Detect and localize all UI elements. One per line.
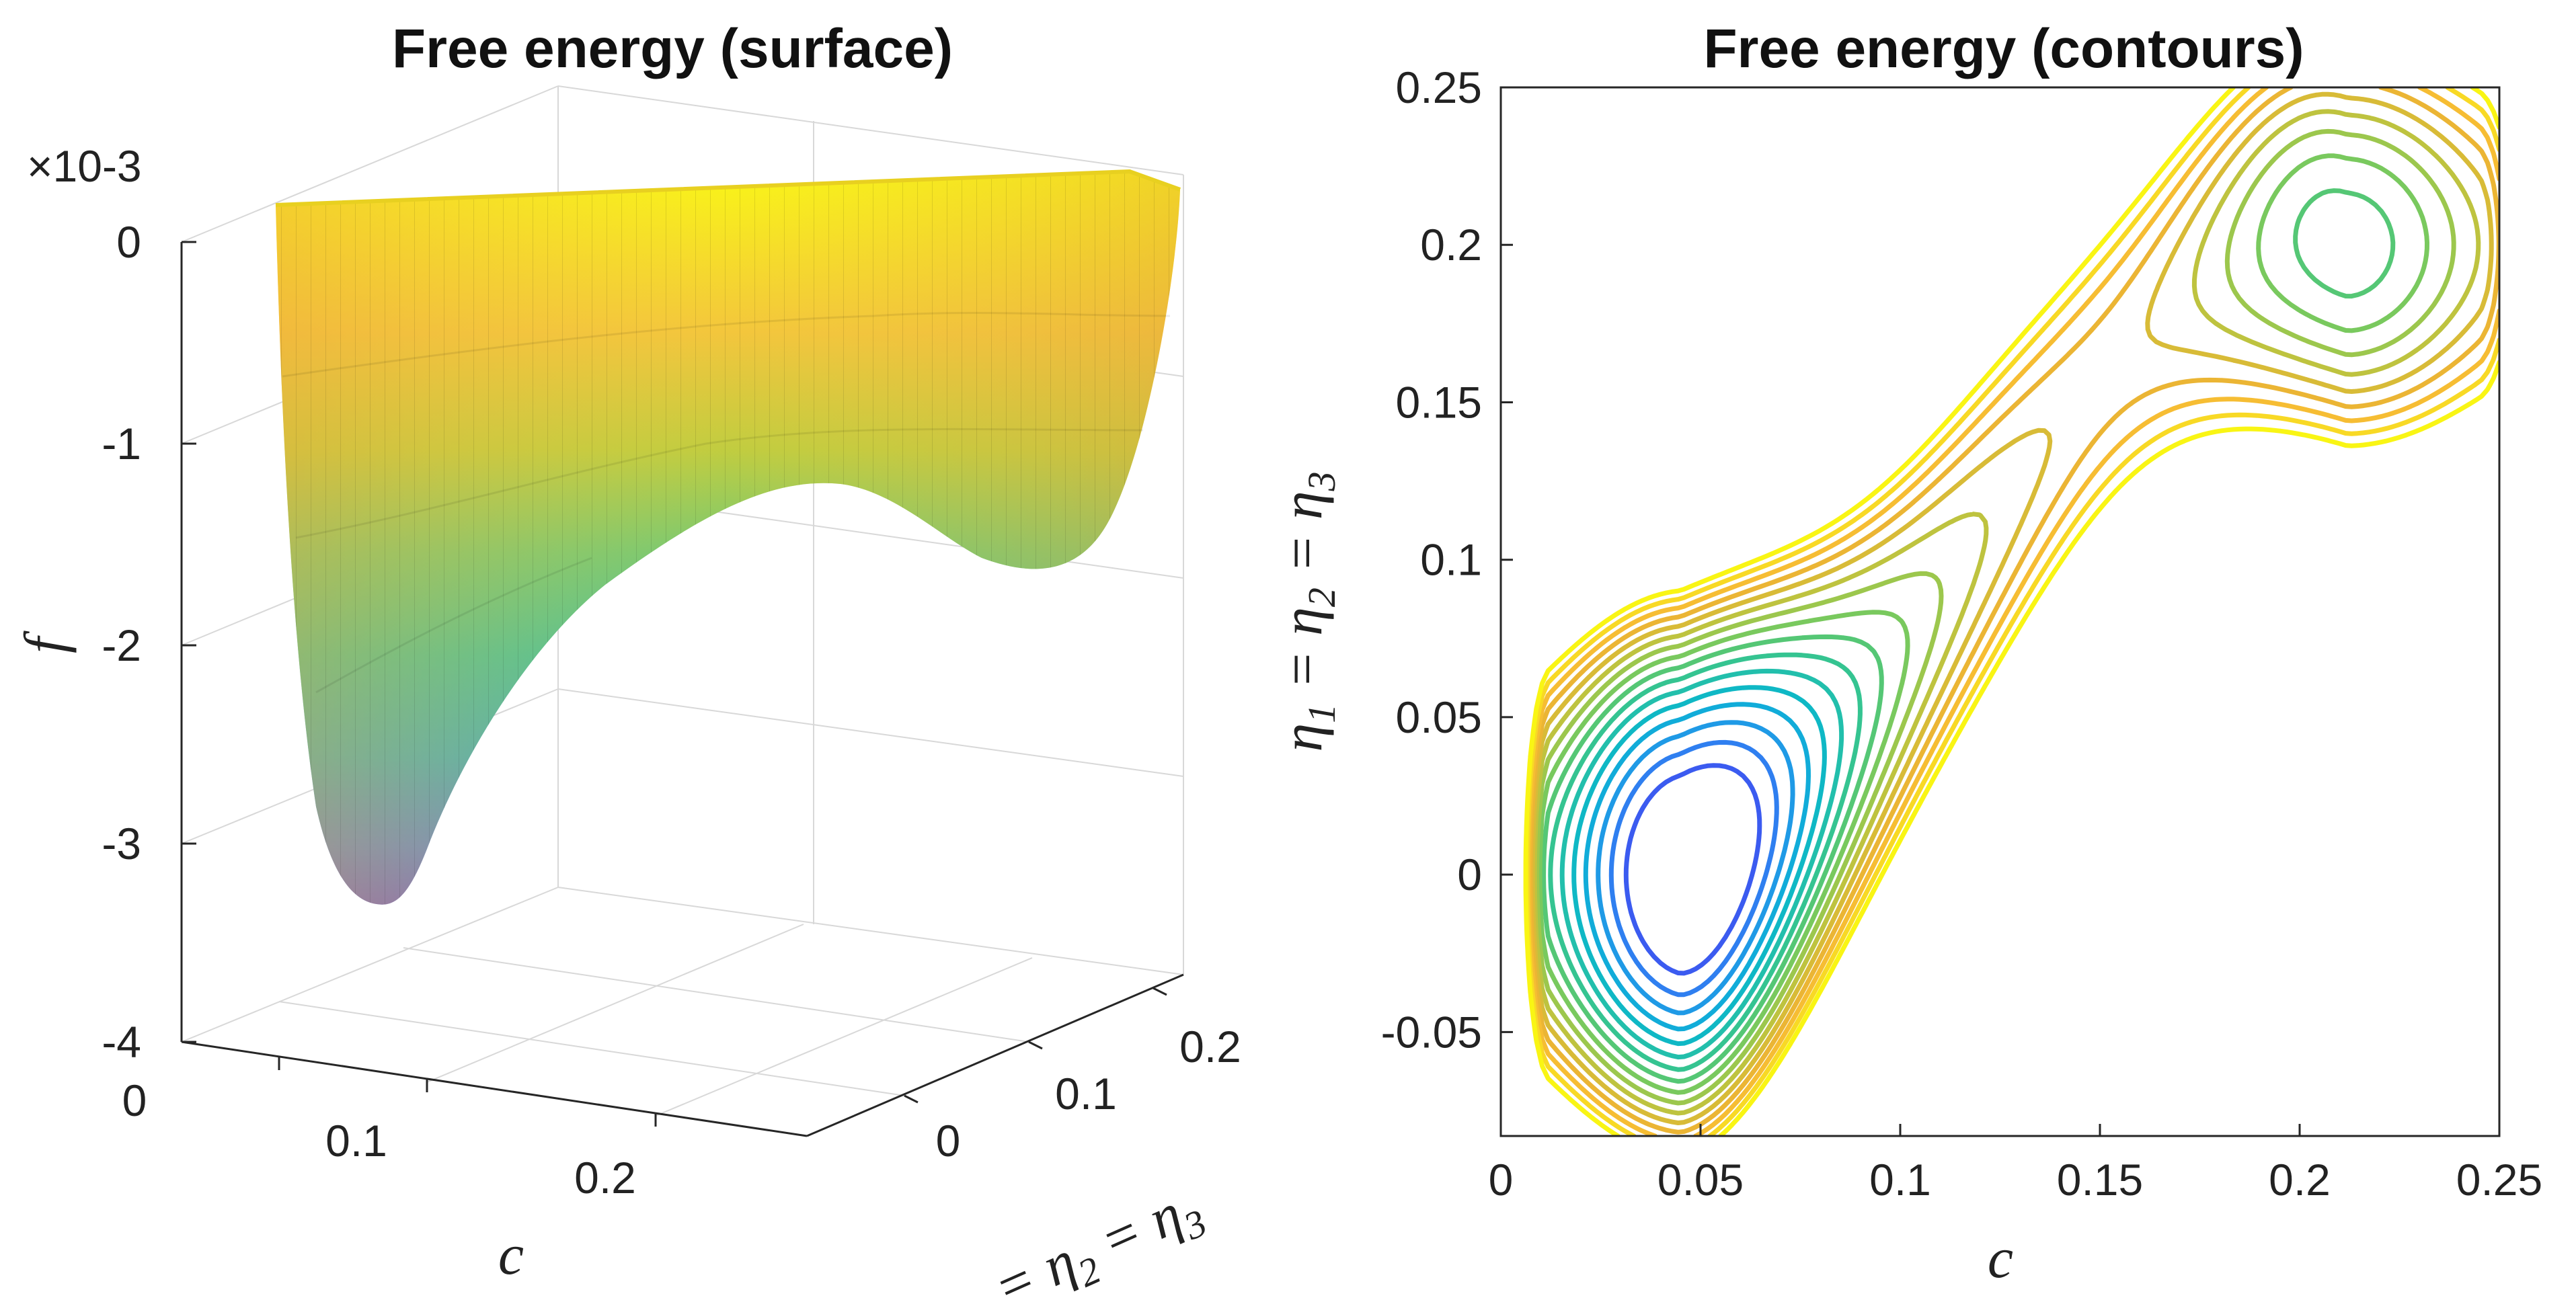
surface-z-ticks: 0 -1 -2 -3 -4 ×10-3 bbox=[27, 141, 196, 1067]
contour-ytick: -0.05 bbox=[1381, 1007, 1482, 1057]
surface-xtick: 0 bbox=[122, 1075, 147, 1125]
contour-ytick: 0.05 bbox=[1396, 692, 1482, 742]
contour-level-line bbox=[1537, 153, 2429, 1095]
contour-ylabel: η1 = η2 = η3 bbox=[1270, 471, 1343, 751]
surface-ytick: 0.1 bbox=[1055, 1069, 1117, 1119]
surface-title: Free energy (surface) bbox=[392, 18, 953, 79]
contour-level-line bbox=[1532, 109, 2481, 1116]
contour-xtick: 0.15 bbox=[2057, 1155, 2143, 1205]
surface-plot: Free energy (surface) bbox=[12, 18, 1241, 1300]
surface-exponent: ×10-3 bbox=[27, 141, 142, 191]
contour-level-line bbox=[1530, 91, 2494, 1125]
contour-level-line bbox=[1583, 702, 1811, 1032]
contour-xtick: 0 bbox=[1489, 1155, 1514, 1205]
contour-ytick: 0.2 bbox=[1420, 220, 1482, 270]
contour-lines bbox=[1523, 87, 2499, 1136]
contour-level-line bbox=[1559, 668, 1844, 1060]
surface-zlabel: f bbox=[12, 631, 77, 653]
surface-x-ticks: 0 0.1 0.2 c bbox=[122, 1057, 657, 1287]
contour-level-line bbox=[1548, 652, 1863, 1072]
contour-y-ticks: -0.05 0 0.05 0.1 0.15 0.2 0.25 bbox=[1381, 63, 1513, 1057]
contour-level-line bbox=[1623, 763, 1762, 976]
contour-ytick: 0.1 bbox=[1420, 535, 1482, 585]
contour-ytick: 0.25 bbox=[1396, 63, 1482, 112]
surface-y-ticks: 0 0.1 0.2 η1 = η2 = η3 bbox=[904, 987, 1241, 1300]
surface-ztick: -3 bbox=[102, 819, 141, 868]
contour-level-line bbox=[1526, 87, 2499, 1136]
contour-frame bbox=[1499, 86, 2501, 1137]
surface-ztick: 0 bbox=[116, 217, 141, 267]
contour-level-line bbox=[1571, 685, 1827, 1047]
contour-level-line bbox=[1528, 87, 2499, 1135]
contour-xtick: 0.2 bbox=[2269, 1155, 2331, 1205]
contour-xlabel: c bbox=[1988, 1225, 2013, 1290]
surface-ztick: -4 bbox=[102, 1017, 141, 1067]
contour-plot: Free energy (contours) 0 0.05 0.1 0.15 0.2 0.… bbox=[1270, 18, 2542, 1290]
contour-level-line bbox=[1608, 739, 1779, 998]
surface-xlabel: c bbox=[498, 1222, 524, 1287]
surface-ztick: -1 bbox=[102, 419, 141, 469]
contour-x-ticks: 0 0.05 0.1 0.15 0.2 0.25 bbox=[1489, 1124, 2542, 1205]
contour-ytick: 0.15 bbox=[1396, 377, 1482, 427]
contour-xtick: 0.1 bbox=[1869, 1155, 1931, 1205]
contour-level-line bbox=[1523, 87, 2499, 1136]
surface-ztick: -2 bbox=[102, 620, 141, 670]
contour-level-line bbox=[1524, 87, 2499, 1136]
contour-title: Free energy (contours) bbox=[1703, 18, 2304, 79]
surface-xtick: 0.2 bbox=[574, 1153, 636, 1203]
contour-xtick: 0.25 bbox=[2456, 1155, 2542, 1205]
contour-level-line bbox=[1534, 128, 2456, 1106]
contour-level-line bbox=[1541, 188, 2396, 1084]
contour-level-line bbox=[1596, 720, 1795, 1016]
surface-ytick: 0.2 bbox=[1179, 1022, 1241, 1071]
contour-xtick: 0.05 bbox=[1657, 1155, 1744, 1205]
surface-xtick: 0.1 bbox=[325, 1116, 387, 1166]
contour-ytick: 0 bbox=[1457, 850, 1482, 899]
surface-ylabel: η1 = η2 = η3 bbox=[927, 1173, 1213, 1300]
surface-ytick: 0 bbox=[936, 1116, 961, 1166]
